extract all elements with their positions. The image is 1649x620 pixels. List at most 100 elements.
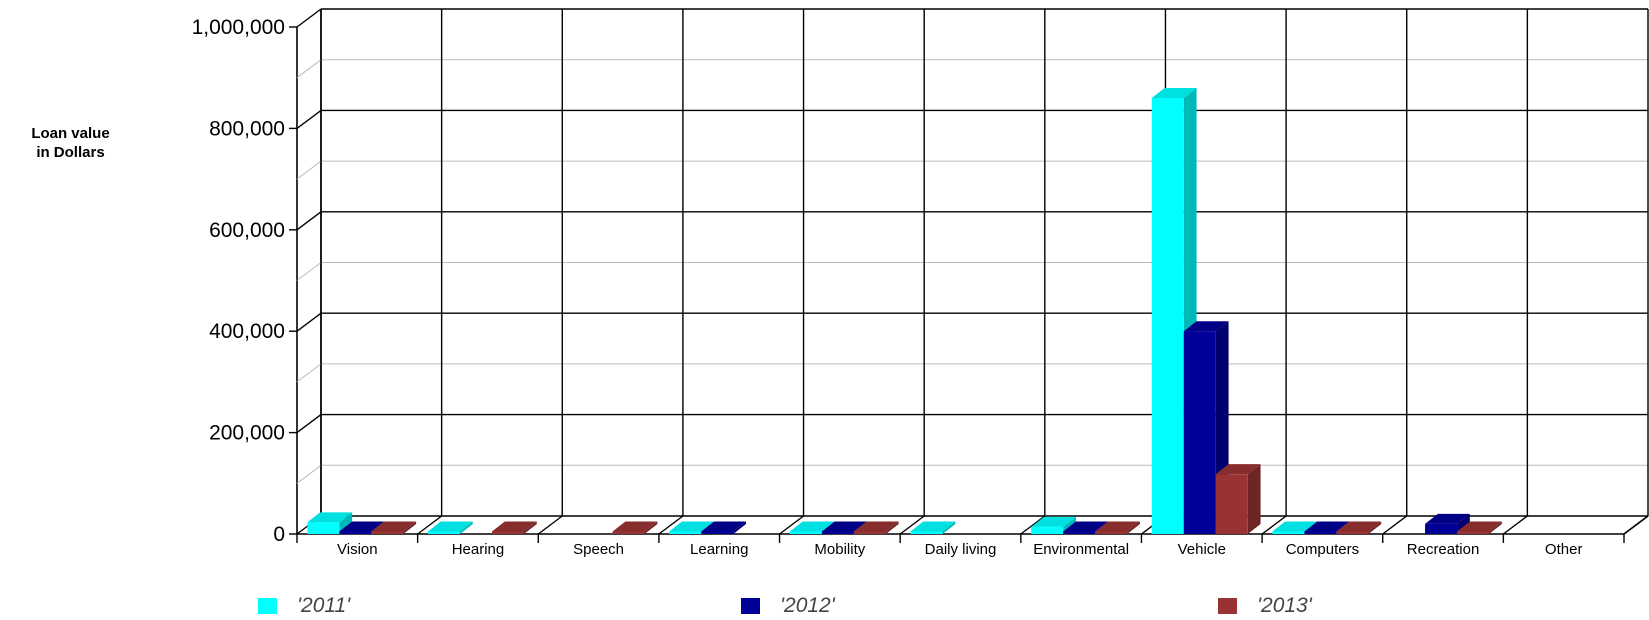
bar-side — [1247, 464, 1261, 534]
gridline-wall-major — [296, 312, 322, 332]
bar-side — [459, 521, 473, 534]
bar-top — [1457, 521, 1502, 532]
bar-top — [427, 521, 473, 532]
bar-top — [1063, 521, 1108, 532]
bar-vision-2 — [371, 531, 404, 534]
y-tick-label: 1,000,000 — [192, 16, 285, 39]
legend-label-2012: '2012' — [780, 594, 835, 617]
x-tick-label: Mobility — [814, 541, 865, 558]
bar-vehicle-1 — [1183, 331, 1216, 534]
floor-divider — [417, 515, 443, 535]
bar-speech-2 — [612, 531, 645, 534]
bar-vehicle-0 — [1151, 97, 1184, 534]
bar-top — [1183, 321, 1229, 332]
gridline-wall-major — [296, 8, 322, 28]
bar-top — [307, 512, 353, 523]
x-tick-label: Other — [1545, 541, 1583, 558]
floor-divider — [779, 515, 804, 535]
gridline-wall-minor — [296, 262, 322, 281]
bar-side — [644, 521, 658, 534]
y-tick-label: 600,000 — [209, 219, 285, 242]
bar-top — [853, 521, 899, 532]
gridline-wall-major — [296, 109, 322, 129]
x-tick-label: Recreation — [1407, 541, 1480, 558]
bar-side — [1457, 513, 1470, 534]
bar-top — [1151, 87, 1197, 98]
bar-side — [1127, 521, 1140, 534]
y-tick-label: 800,000 — [209, 117, 285, 140]
legend-item-2013: '2013' — [1218, 594, 1312, 617]
bar-daily-living-0 — [910, 531, 943, 534]
floor-divider — [537, 515, 563, 535]
gridline-wall-minor — [296, 363, 322, 383]
bar-top — [1304, 521, 1350, 532]
x-tick-label: Speech — [573, 541, 624, 558]
bar-top — [491, 521, 537, 532]
x-tick-label: Hearing — [452, 541, 505, 558]
bar-top — [339, 521, 385, 532]
x-tick-label: Environmental — [1033, 541, 1129, 558]
bar-environmental-1 — [1063, 531, 1096, 534]
bar-computers-0 — [1272, 531, 1305, 534]
bar-side — [339, 512, 353, 534]
bar-side — [1489, 521, 1502, 534]
bar-top — [821, 521, 867, 532]
bar-side — [403, 521, 417, 534]
y-tick-label: 200,000 — [209, 422, 285, 445]
gridline-wall-major — [296, 211, 322, 231]
floor-divider — [1020, 515, 1046, 535]
bar-recreation-2 — [1457, 531, 1490, 534]
y-axis-title-line-2: in Dollars — [36, 144, 105, 161]
y-tick-label: 400,000 — [209, 320, 285, 343]
x-tick-label: Learning — [690, 541, 748, 558]
bar-top — [701, 521, 747, 532]
floor-divider — [658, 515, 684, 535]
bar-top — [371, 521, 417, 532]
bar-top — [1215, 464, 1261, 475]
floor-divider — [1261, 515, 1287, 535]
gridline-wall-minor — [296, 59, 322, 79]
bar-top — [910, 521, 956, 532]
bar-computers-1 — [1304, 531, 1337, 534]
floor-divider — [1382, 515, 1408, 535]
bar-mobility-0 — [789, 531, 822, 534]
bar-learning-0 — [669, 531, 702, 534]
bar-top — [789, 521, 835, 532]
bar-side — [1368, 521, 1382, 534]
legend-label-2013: '2013' — [1257, 594, 1312, 617]
floor-divider — [1502, 515, 1528, 535]
bar-mobility-2 — [853, 531, 886, 534]
y-axis-title-line-1: Loan value — [31, 125, 110, 142]
legend-item-2011: '2011' — [258, 594, 351, 617]
legend-swatch-2011 — [258, 598, 277, 614]
bar-top — [1336, 521, 1382, 532]
bar-top — [669, 521, 715, 532]
y-axis-title: Loan value in Dollars — [8, 124, 133, 162]
bar-hearing-2 — [491, 531, 524, 534]
bar-top — [1272, 521, 1318, 532]
bar-vehicle-2 — [1215, 474, 1248, 534]
gridline-wall-minor — [296, 160, 322, 180]
floor-divider — [899, 515, 925, 535]
legend-item-2012: '2012' — [741, 594, 835, 617]
legend-swatch-2012 — [741, 598, 760, 614]
bar-top — [1425, 513, 1470, 524]
legend-swatch-2013 — [1218, 598, 1237, 614]
bar-vision-0 — [307, 522, 340, 534]
bar-computers-2 — [1336, 531, 1369, 534]
y-tick-label: 0 — [273, 523, 285, 546]
bar-environmental-2 — [1095, 531, 1128, 534]
floor-divider — [1623, 515, 1649, 535]
bar-hearing-0 — [427, 531, 460, 534]
bar-vision-1 — [339, 531, 372, 534]
bar-top — [1095, 521, 1140, 532]
bar-side — [885, 521, 899, 534]
bar-recreation-1 — [1425, 523, 1458, 534]
legend-label-2011: '2011' — [297, 594, 351, 617]
bar-side — [523, 521, 537, 534]
x-tick-label: Computers — [1286, 541, 1359, 558]
bar-mobility-1 — [821, 531, 854, 534]
bar-top — [612, 521, 658, 532]
x-tick-label: Daily living — [925, 541, 997, 558]
